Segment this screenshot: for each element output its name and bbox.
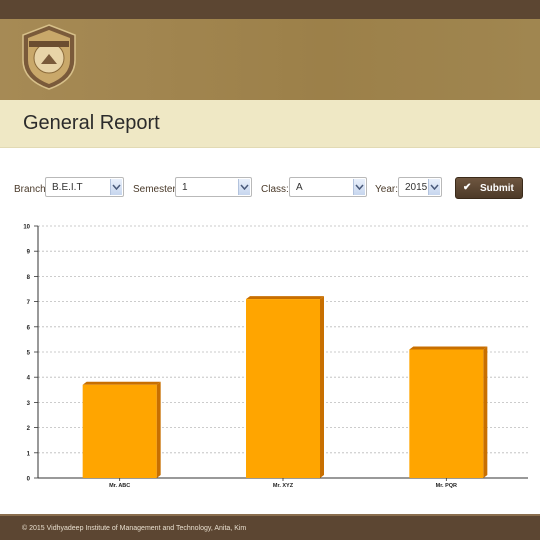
footer-copyright: © 2015 Vidhyadeep Institute of Managemen… (22, 525, 247, 532)
bar-top (82, 381, 161, 385)
x-tick-label: Mr. ABC (109, 483, 130, 489)
footer (0, 516, 540, 540)
branch-label: Branch: (14, 184, 49, 195)
y-tick-label: 7 (27, 300, 31, 306)
class-label: Class: (261, 184, 289, 195)
y-tick-label: 2 (27, 426, 31, 432)
chevron-down-icon (110, 179, 122, 195)
bar-mr-pqr (409, 349, 484, 478)
footer-divider (0, 514, 540, 516)
bar-top (409, 346, 488, 350)
bar-side (156, 381, 161, 478)
bar-top (246, 296, 324, 300)
y-tick-label: 6 (27, 325, 31, 331)
semester-select[interactable]: 1 (175, 177, 252, 197)
submit-button[interactable]: ✔ Submit (455, 177, 523, 199)
y-tick-label: 0 (27, 477, 31, 483)
y-tick-label: 5 (27, 351, 31, 357)
y-tick-label: 4 (27, 376, 31, 382)
title-bar (0, 100, 540, 148)
bar-mr-xyz (246, 299, 320, 478)
year-value: 2015 (405, 182, 428, 193)
y-tick-label: 1 (27, 451, 31, 457)
submit-label: Submit (480, 183, 514, 194)
bar-mr-abc (82, 384, 157, 478)
chevron-down-icon (428, 179, 440, 195)
page-title: General Report (23, 112, 160, 134)
checkmark-icon: ✔ (463, 182, 472, 193)
header-banner (0, 19, 540, 100)
y-tick-label: 9 (27, 250, 31, 256)
report-bar-chart: 0 1 2 3 4 5 6 7 8 9 10 Mr. ABC Mr. XYZ Mr. PQR (23, 225, 528, 489)
bar-side (320, 296, 324, 478)
branch-value: B.E.I.T (52, 182, 83, 193)
x-tick-label: Mr. PQR (436, 483, 457, 489)
y-tick-label: 3 (27, 401, 31, 407)
semester-value: 1 (182, 182, 188, 193)
filter-bar: Branch: B.E.I.T Semester: 1 Class: A Yea… (0, 176, 540, 202)
branch-select[interactable]: B.E.I.T (45, 177, 124, 197)
chevron-down-icon (238, 179, 250, 195)
y-tick-label: 10 (23, 225, 30, 231)
x-tick-label: Mr. XYZ (273, 483, 294, 489)
top-bar (0, 0, 540, 19)
chevron-down-icon (353, 179, 365, 195)
class-select[interactable]: A (289, 177, 367, 197)
year-label: Year: (375, 184, 398, 195)
semester-label: Semester: (133, 184, 179, 195)
class-value: A (296, 182, 303, 193)
y-tick-label: 8 (27, 275, 31, 281)
institute-logo (22, 24, 76, 90)
bar-side (483, 346, 488, 478)
year-select[interactable]: 2015 (398, 177, 442, 197)
